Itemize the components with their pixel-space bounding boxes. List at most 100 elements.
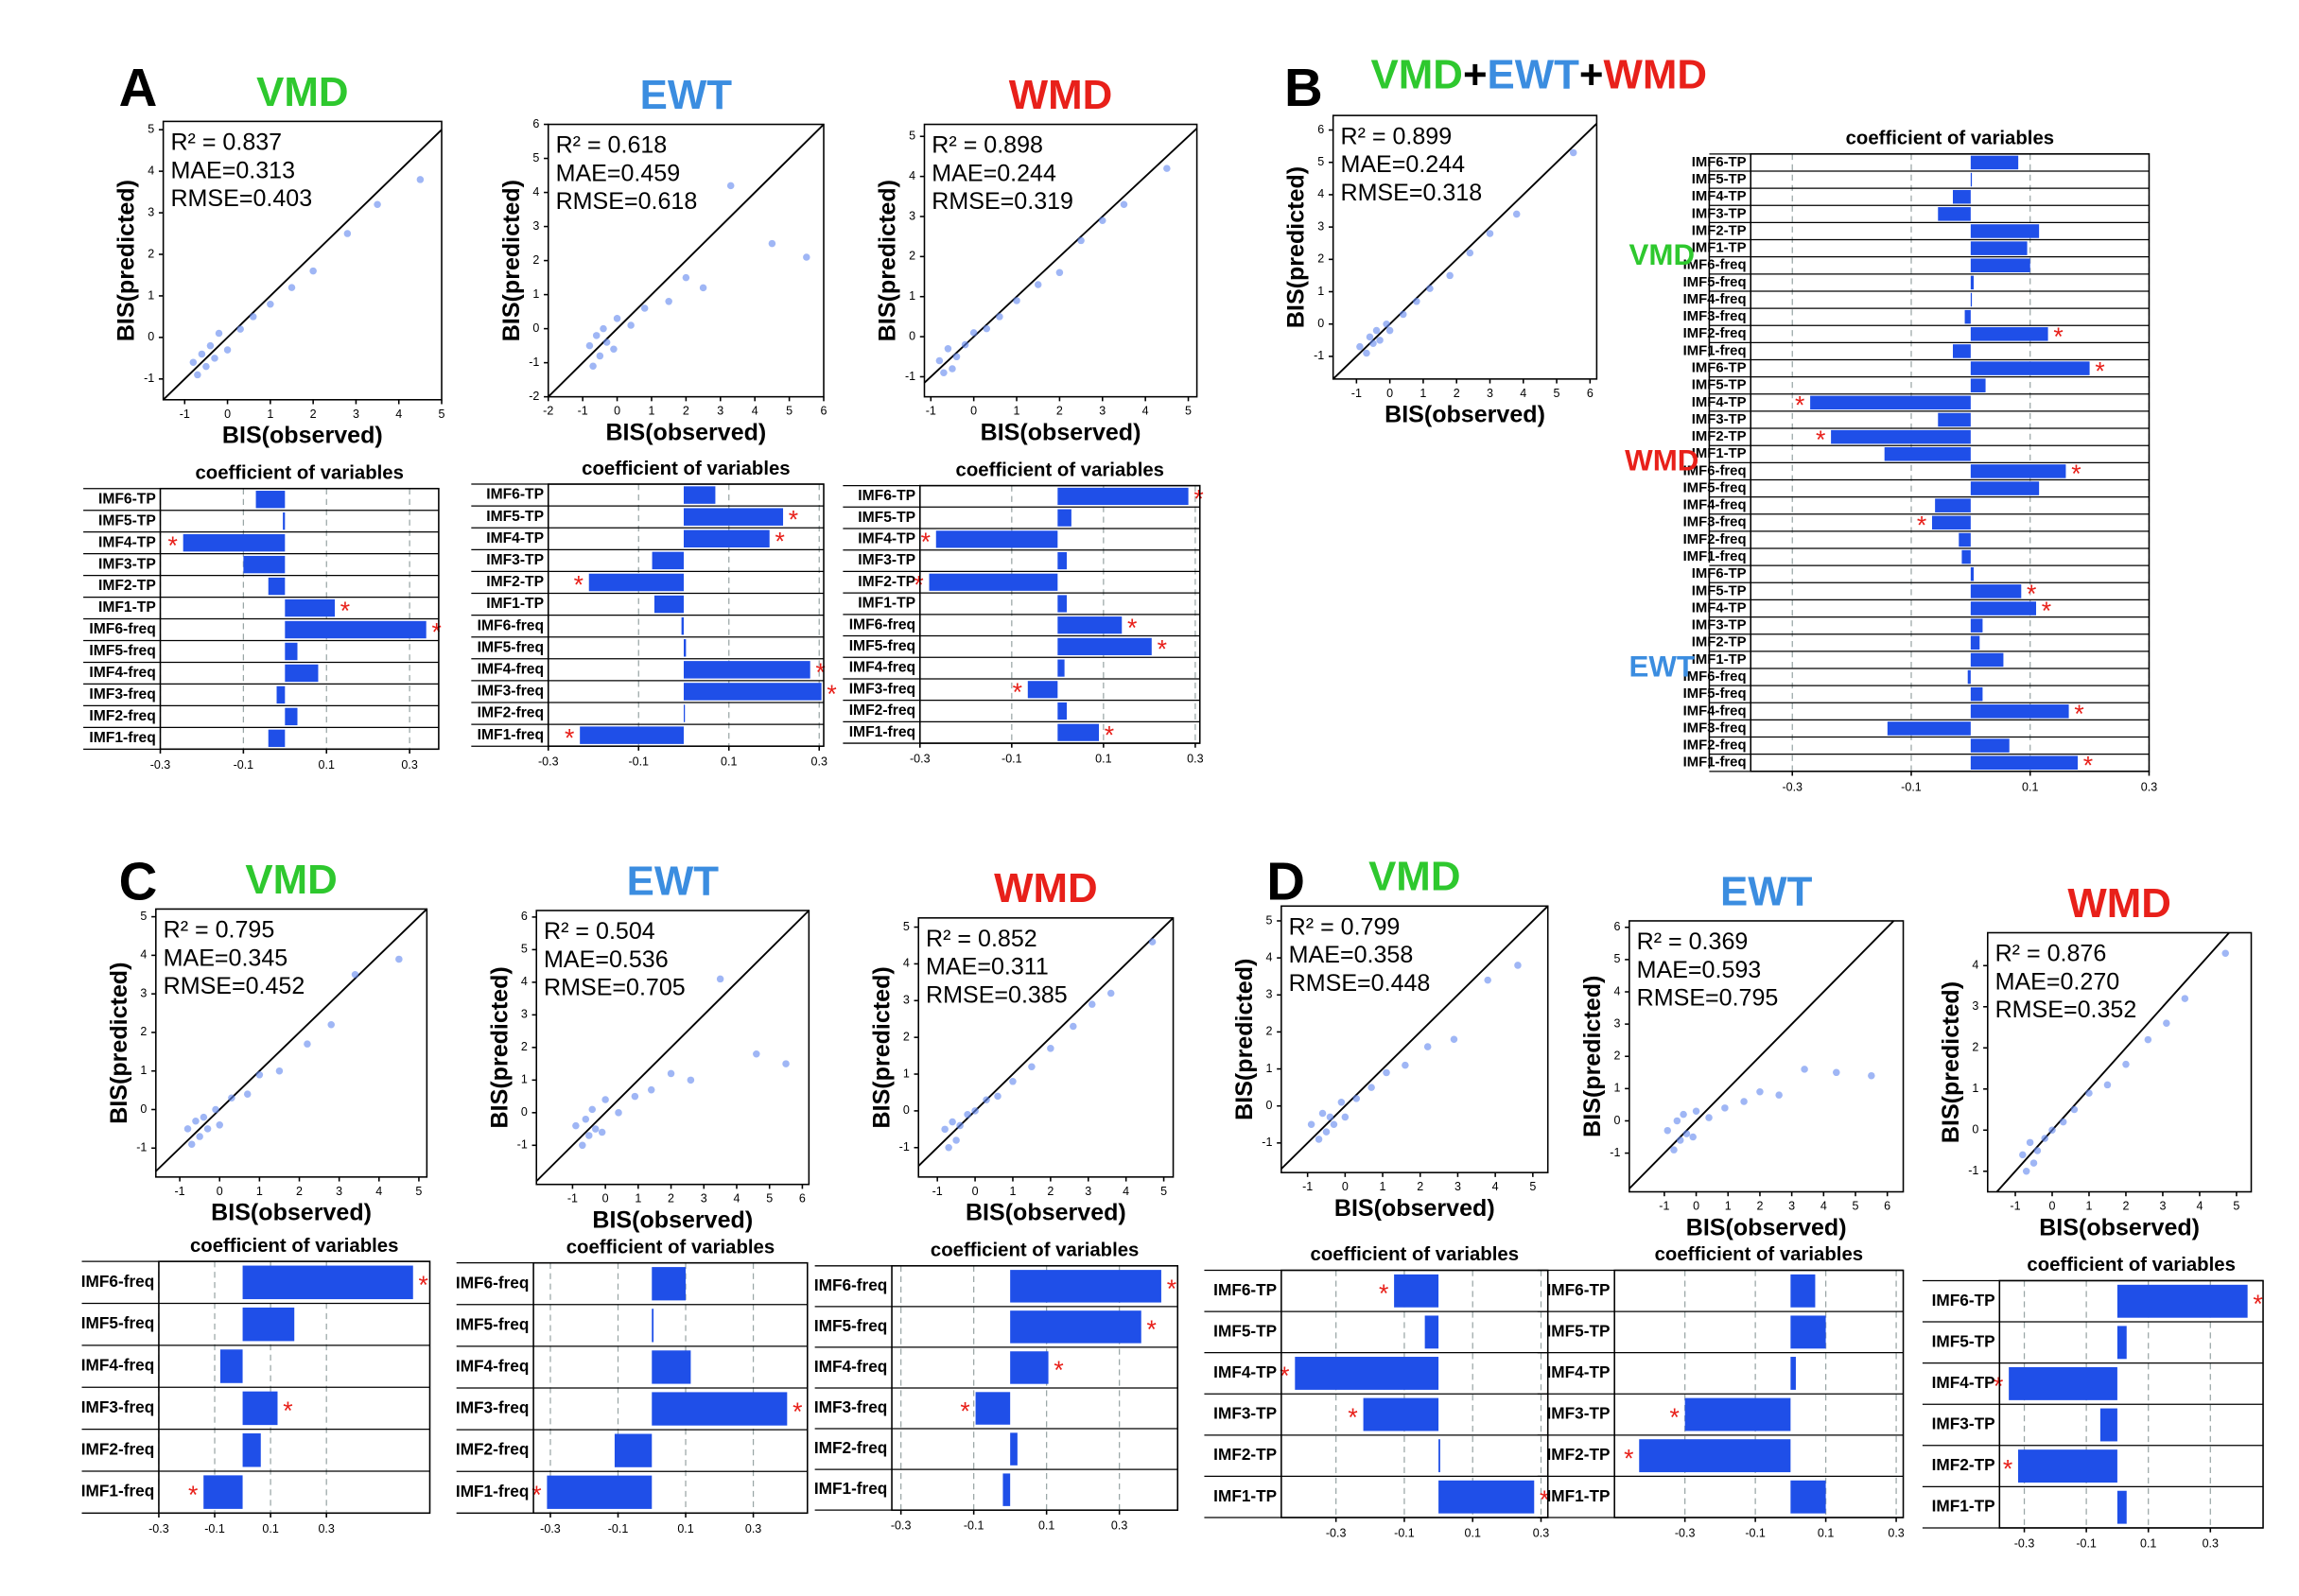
point xyxy=(327,1021,335,1029)
category-label: IMF6-TP xyxy=(1547,1280,1611,1299)
x-tick-label: 3 xyxy=(353,408,359,421)
bar xyxy=(652,1267,687,1301)
point xyxy=(682,273,690,282)
point xyxy=(343,230,352,237)
y-tick-label: -1 xyxy=(136,1141,147,1154)
significance-marker: * xyxy=(431,618,441,647)
significance-marker: * xyxy=(283,1396,292,1425)
point xyxy=(192,1117,200,1125)
stat-label: RMSE=0.705 xyxy=(544,975,686,1001)
point xyxy=(667,1069,675,1078)
bar xyxy=(1970,292,1973,307)
significance-marker: * xyxy=(2253,1290,2262,1318)
x-tick-label: 2 xyxy=(296,1185,303,1198)
x-tick-label: 0.1 xyxy=(2022,780,2038,793)
y-tick-label: 5 xyxy=(532,151,539,165)
point xyxy=(572,1121,580,1130)
bar xyxy=(283,512,286,530)
point xyxy=(2041,1135,2048,1142)
bar xyxy=(1970,241,2028,255)
y-tick-label: 1 xyxy=(1613,1082,1620,1095)
x-tick-label: 5 xyxy=(439,408,445,421)
point xyxy=(1341,1113,1350,1121)
point xyxy=(1426,285,1434,292)
x-tick-label: 4 xyxy=(1123,1185,1129,1198)
chart-title: coefficient of variables xyxy=(956,460,1164,480)
x-tick-label: 1 xyxy=(1380,1180,1386,1193)
category-label: IMF6-TP xyxy=(858,488,915,504)
point xyxy=(1363,349,1370,357)
category-label: IMF3-TP xyxy=(1692,412,1747,427)
point xyxy=(1514,962,1522,969)
category-label: IMF6-freq xyxy=(456,1273,529,1292)
identity-line xyxy=(1332,123,1598,380)
significance-marker: * xyxy=(2003,1454,2012,1483)
category-label: IMF6-TP xyxy=(1692,360,1747,375)
x-tick-label: 0 xyxy=(224,408,231,421)
bar xyxy=(1010,1310,1141,1344)
point xyxy=(579,1141,586,1150)
point xyxy=(183,1125,192,1133)
x-tick-label: -0.1 xyxy=(234,758,254,772)
significance-marker: * xyxy=(574,571,583,599)
bar xyxy=(268,577,286,596)
identity-line xyxy=(162,129,443,401)
category-label: IMF1-TP xyxy=(1932,1497,1995,1516)
point xyxy=(1148,938,1157,945)
category-label: IMF4-freq xyxy=(814,1357,887,1376)
category-label: IMF3-freq xyxy=(478,684,544,700)
x-tick-label: 5 xyxy=(786,405,792,418)
y-tick-label: 0 xyxy=(903,1103,910,1117)
point xyxy=(2022,1168,2030,1175)
chart-title: coefficient of variables xyxy=(195,462,403,483)
point xyxy=(964,1111,971,1119)
category-label: IMF3-freq xyxy=(89,686,155,703)
x-tick-label: 0.3 xyxy=(1111,1519,1127,1533)
x-tick-label: 3 xyxy=(1788,1199,1795,1212)
y-tick-label: 5 xyxy=(1265,913,1272,927)
plot-frame xyxy=(158,1260,431,1515)
x-tick-label: 1 xyxy=(267,408,273,421)
bar xyxy=(1057,723,1100,741)
plot-frame xyxy=(917,917,1175,1178)
significance-marker: * xyxy=(827,680,836,708)
x-tick-label: 3 xyxy=(1099,405,1106,418)
point xyxy=(803,253,810,261)
x-tick-label: 0.3 xyxy=(1187,753,1203,766)
bar xyxy=(268,729,286,748)
y-tick-label: 0 xyxy=(148,330,154,343)
category-label: IMF1-TP xyxy=(1213,1486,1277,1505)
bar xyxy=(1057,659,1065,677)
point xyxy=(716,975,724,983)
chart-title: VMD xyxy=(256,69,348,115)
identity-line xyxy=(1280,905,1549,1170)
bar xyxy=(1790,1315,1826,1349)
significance-marker: * xyxy=(1054,1356,1063,1384)
x-tick-label: 5 xyxy=(1529,1180,1536,1193)
bar xyxy=(683,508,784,526)
significance-marker: * xyxy=(775,528,784,556)
y-tick-label: 3 xyxy=(1265,988,1272,1001)
category-label: IMF5-freq xyxy=(89,643,155,659)
bar xyxy=(681,616,684,635)
point xyxy=(1484,976,1491,984)
significance-marker: * xyxy=(914,571,923,599)
significance-marker: * xyxy=(1147,1315,1157,1344)
bar xyxy=(285,664,319,683)
bar xyxy=(243,555,286,574)
point xyxy=(941,1125,949,1134)
point xyxy=(1367,1084,1375,1091)
x-tick-label: -2 xyxy=(543,405,553,418)
point xyxy=(1569,148,1577,157)
point xyxy=(983,1096,990,1103)
category-label: IMF2-freq xyxy=(1683,532,1747,547)
category-label: IMF4-TP xyxy=(98,534,156,550)
x-tick-label: -0.3 xyxy=(148,1522,169,1535)
x-tick-label: 2 xyxy=(683,405,689,418)
category-label: IMF3-TP xyxy=(858,552,915,568)
x-tick-label: 0.1 xyxy=(319,758,335,772)
identity-line xyxy=(535,910,810,1182)
category-label: IMF5-TP xyxy=(1692,378,1747,393)
plot-frame xyxy=(1998,1279,2264,1529)
significance-marker: * xyxy=(2071,460,2081,488)
